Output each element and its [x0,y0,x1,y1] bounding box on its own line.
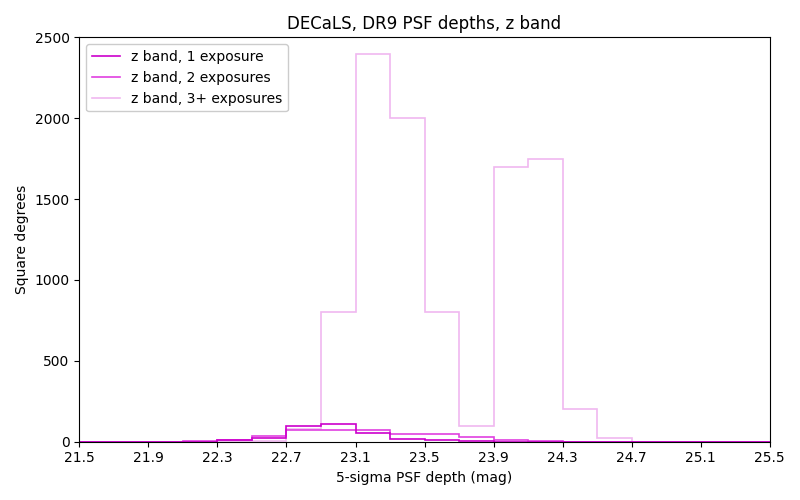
X-axis label: 5-sigma PSF depth (mag): 5-sigma PSF depth (mag) [337,471,513,485]
Legend: z band, 1 exposure, z band, 2 exposures, z band, 3+ exposures: z band, 1 exposure, z band, 2 exposures,… [86,44,287,112]
Y-axis label: Square degrees: Square degrees [15,185,29,294]
Title: DECaLS, DR9 PSF depths, z band: DECaLS, DR9 PSF depths, z band [287,15,562,33]
